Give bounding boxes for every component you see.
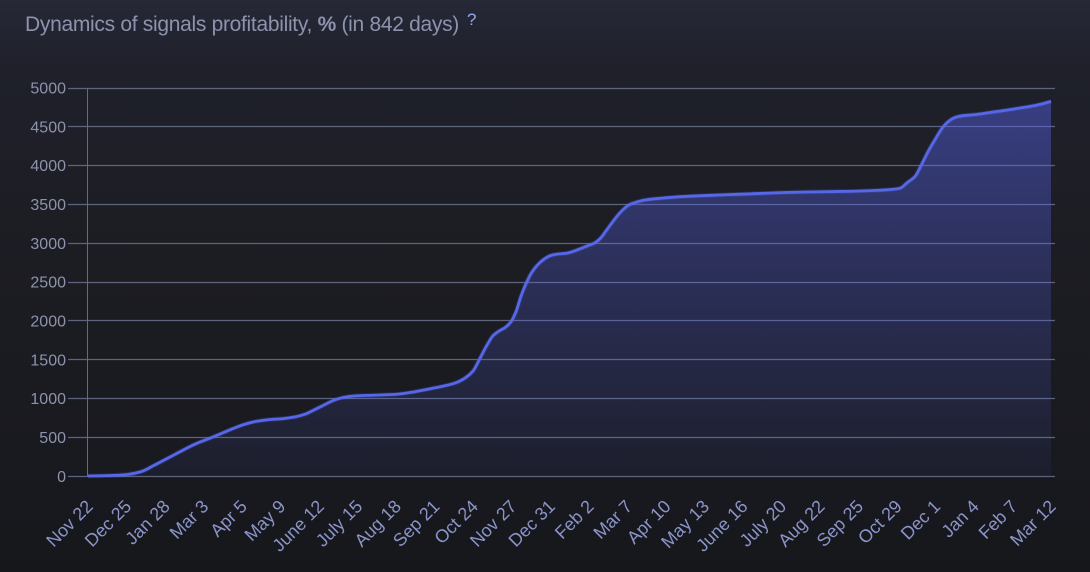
svg-text:Jan 28: Jan 28 (121, 496, 173, 548)
svg-text:5000: 5000 (30, 81, 66, 98)
svg-text:Dec 1: Dec 1 (897, 496, 944, 543)
svg-text:1000: 1000 (30, 391, 66, 408)
svg-text:Mar 3: Mar 3 (166, 496, 213, 543)
svg-text:2000: 2000 (30, 314, 66, 331)
svg-text:1500: 1500 (30, 352, 66, 369)
svg-text:500: 500 (39, 430, 66, 447)
svg-text:Feb 2: Feb 2 (551, 496, 598, 543)
svg-text:Jan 4: Jan 4 (938, 496, 983, 541)
svg-text:4000: 4000 (30, 158, 66, 175)
svg-text:0: 0 (57, 469, 66, 486)
svg-text:4500: 4500 (30, 119, 66, 136)
svg-text:Oct 29: Oct 29 (854, 496, 906, 548)
svg-text:3000: 3000 (30, 236, 66, 253)
svg-text:2500: 2500 (30, 275, 66, 292)
svg-text:3500: 3500 (30, 197, 66, 214)
